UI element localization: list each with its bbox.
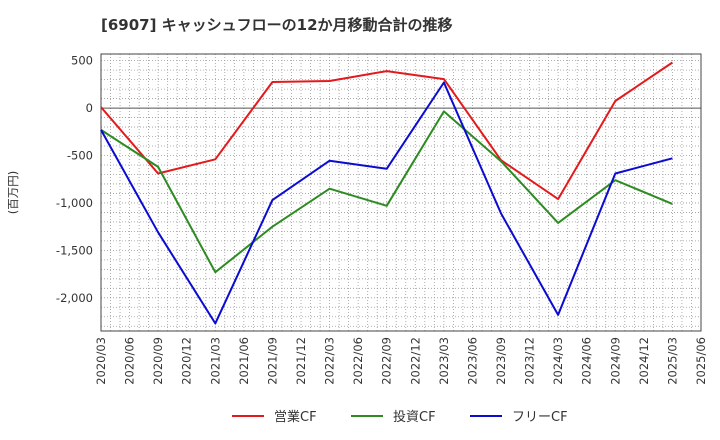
x-tick-label: 2020/06 — [123, 337, 137, 385]
tick-labels: 500 0 -500 -1,000 -1,500 -2,000 (百万円) 2020/03 20… — [6, 54, 708, 385]
x-tick-label: 2020/12 — [180, 337, 194, 385]
legend[interactable]: 営業CF 投資CF フリーCF — [232, 409, 568, 425]
x-tick-label: 2024/06 — [580, 337, 594, 385]
series-line-投資CF — [100, 110, 673, 274]
x-tick-label: 2022/09 — [380, 337, 394, 385]
y-tick-label: -500 — [67, 149, 93, 163]
axes — [100, 53, 702, 332]
grid — [100, 54, 702, 331]
x-tick-label: 2023/09 — [494, 337, 508, 385]
y-tick-label: -1,500 — [56, 243, 93, 257]
x-tick-label: 2024/03 — [551, 337, 565, 385]
x-tick-label: 2023/06 — [465, 337, 479, 385]
x-tick-label: 2022/06 — [351, 337, 365, 385]
x-tick-label: 2023/12 — [523, 337, 537, 385]
legend-label: 投資CF — [393, 409, 436, 425]
y-tick-label: -1,000 — [56, 196, 93, 210]
x-tick-label: 2020/03 — [94, 337, 108, 385]
x-tick-label: 2022/12 — [408, 337, 422, 385]
x-tick-label: 2020/09 — [151, 337, 165, 385]
series-line-営業CF — [100, 61, 673, 201]
x-tick-label: 2022/03 — [323, 337, 337, 385]
x-tick-label: 2024/12 — [637, 337, 651, 385]
x-tick-label: 2023/03 — [437, 337, 451, 385]
x-tick-label: 2021/09 — [265, 337, 279, 385]
plot-frame — [100, 53, 702, 332]
series-lines — [100, 61, 673, 325]
legend-label: 営業CF — [274, 409, 317, 425]
x-tick-label: 2024/09 — [608, 337, 622, 385]
legend-label: フリーCF — [512, 410, 568, 425]
x-tick-label: 2025/06 — [694, 337, 708, 385]
y-tick-label: -2,000 — [56, 291, 93, 305]
series-line-フリーCF — [100, 81, 673, 325]
y-tick-label: 500 — [71, 54, 93, 68]
y-tick-label: 0 — [86, 101, 93, 115]
chart-title: [6907] キャッシュフローの12か月移動合計の推移 — [101, 16, 453, 34]
y-axis-label: (百万円) — [6, 171, 20, 214]
x-tick-label: 2021/03 — [208, 337, 222, 385]
x-tick-label: 2021/06 — [237, 337, 251, 385]
x-tick-label: 2025/03 — [665, 337, 679, 385]
x-tick-label: 2021/12 — [294, 337, 308, 385]
